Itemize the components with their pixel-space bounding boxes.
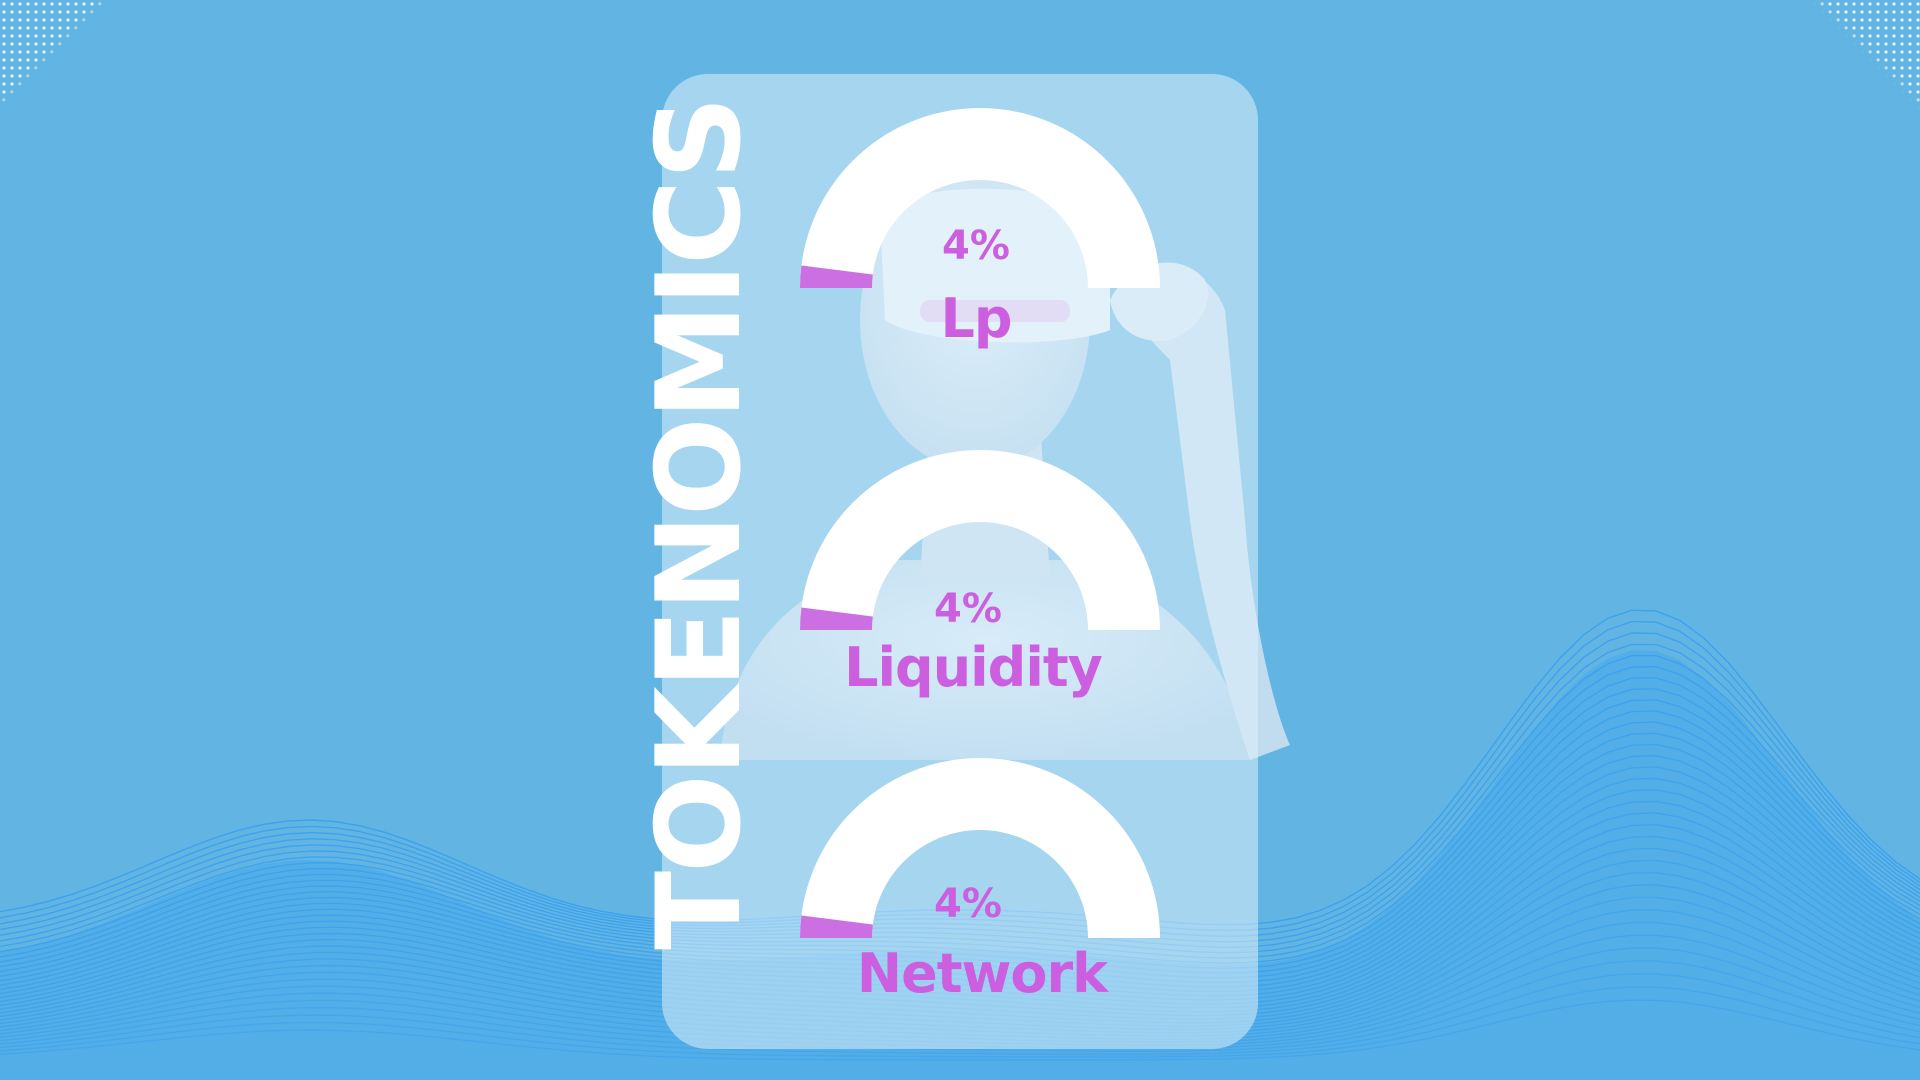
gauge-fill-liquidity <box>800 607 873 630</box>
gauge-category-label-network: Network <box>856 942 1108 1005</box>
gauge-fill-network <box>800 915 873 938</box>
gauge-fill-lp <box>800 265 873 288</box>
gauge-value-label-network: 4% <box>934 881 1002 927</box>
gauge-track-lp <box>800 108 1160 288</box>
tokenomics-card <box>662 74 1258 1049</box>
gauge-track-network <box>800 758 1160 938</box>
wave-line <box>0 999 1920 1061</box>
wave-line <box>0 960 1920 1053</box>
gauge-track-liquidity <box>800 450 1160 630</box>
gauge-category-label-lp: Lp <box>940 287 1012 350</box>
gauge-value-label-lp: 4% <box>942 223 1010 269</box>
dot-pattern-top-left <box>0 0 110 110</box>
dot-pattern-top-right <box>1810 0 1920 110</box>
gauge-value-label-liquidity: 4% <box>934 586 1002 632</box>
gauge-category-label-liquidity: Liquidity <box>844 636 1103 699</box>
wave-line <box>0 973 1920 1055</box>
wave-line <box>0 986 1920 1058</box>
